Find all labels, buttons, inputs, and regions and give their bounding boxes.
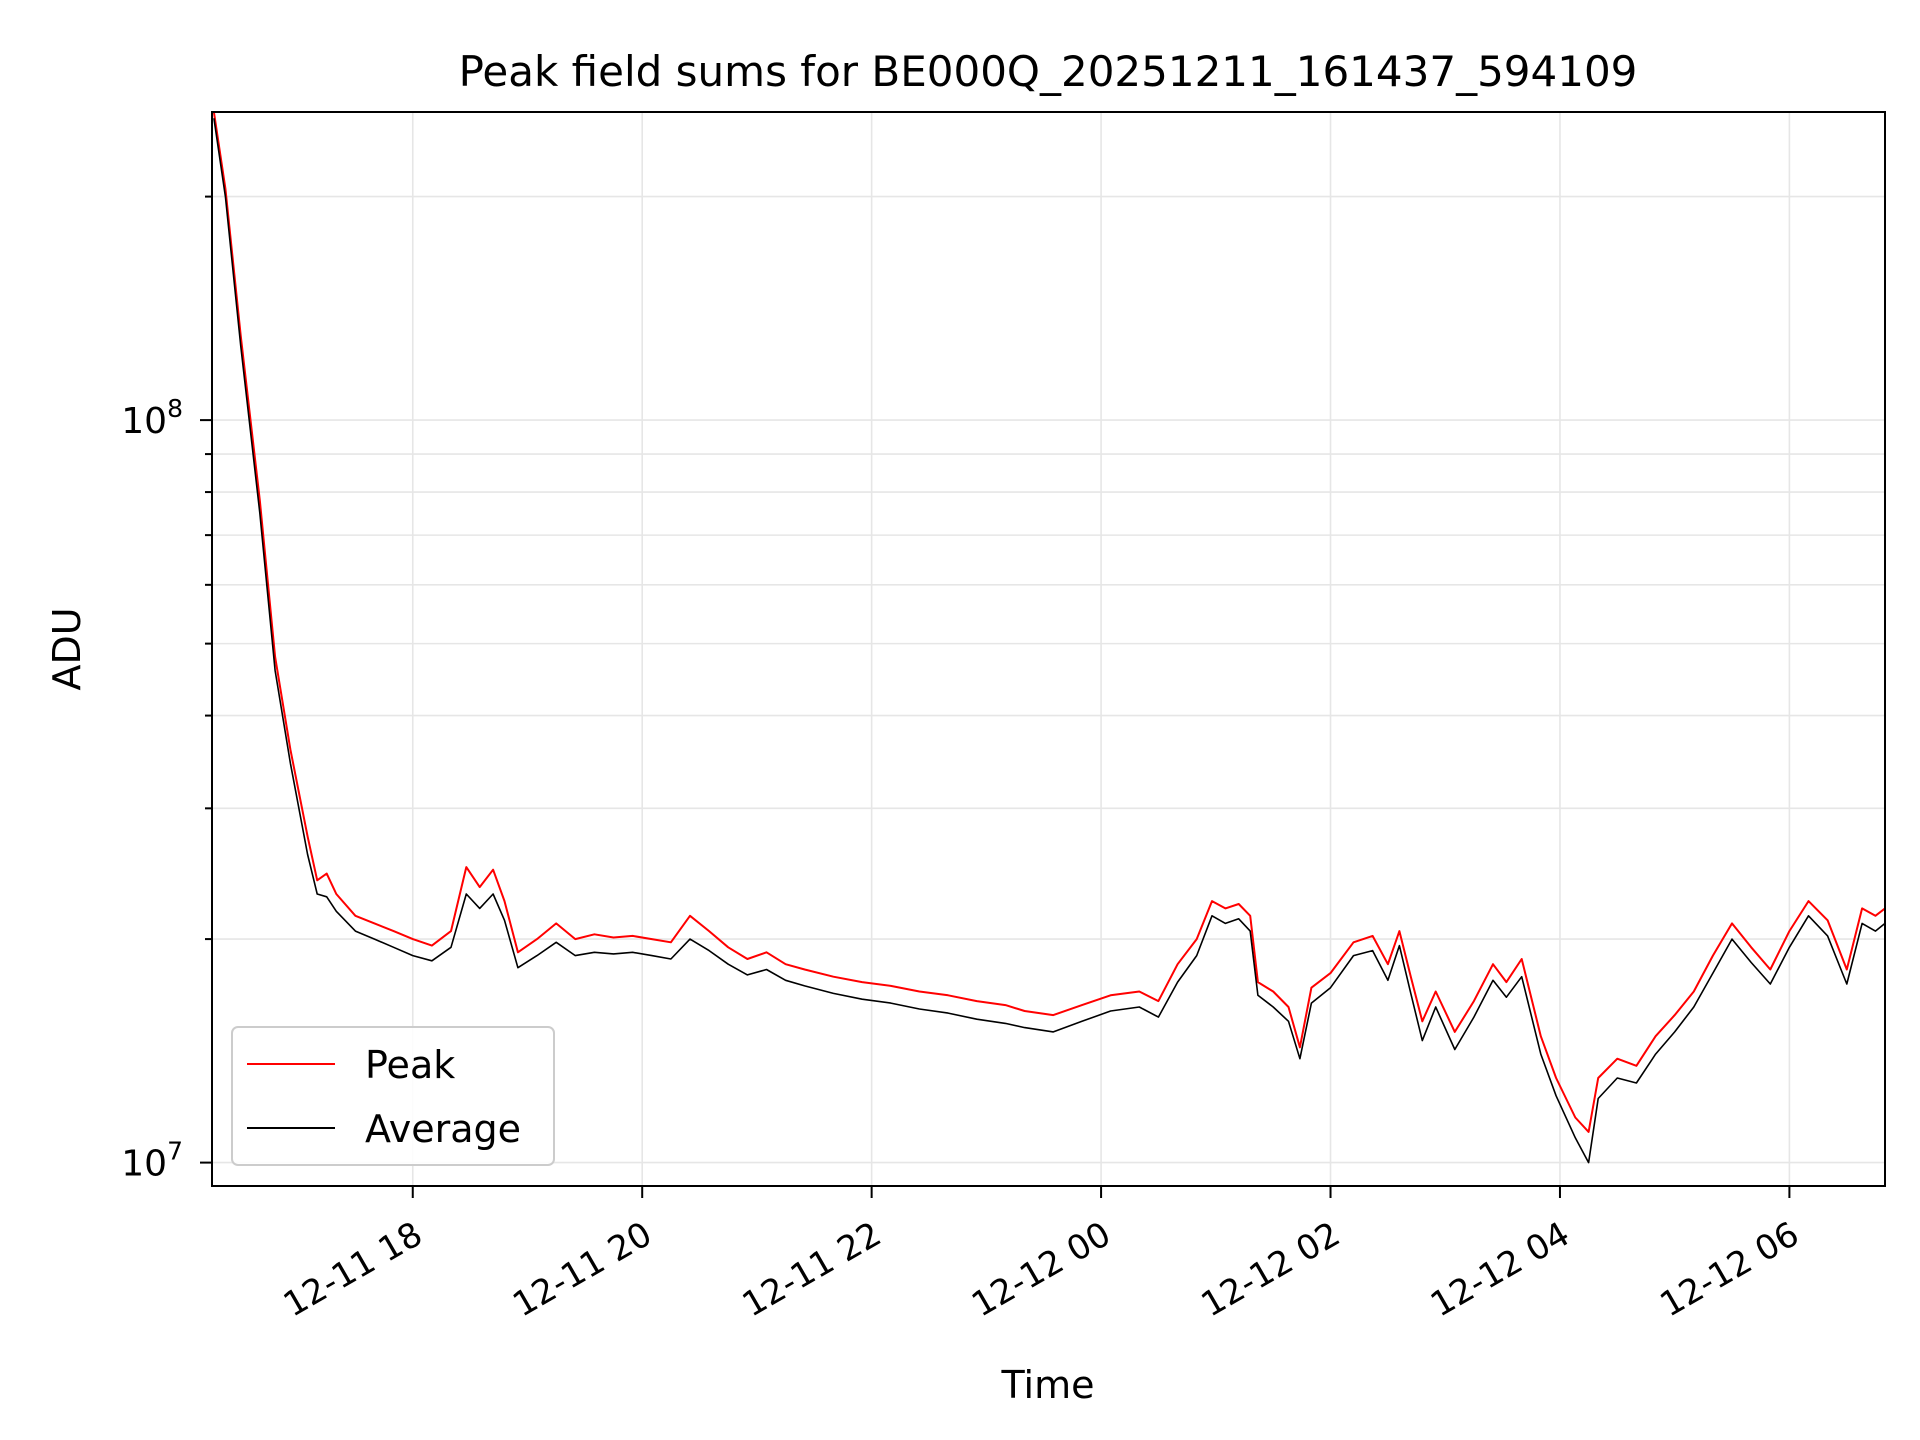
chart-title: Peak field sums for BE000Q_20251211_1614… xyxy=(459,47,1638,96)
y-axis-label: ADU xyxy=(45,607,89,690)
legend-box xyxy=(231,1026,555,1166)
legend-label-peak: Peak xyxy=(365,1043,455,1087)
grid-lines xyxy=(212,112,1885,1186)
series-line-peak xyxy=(212,111,1886,1133)
legend-label-average: Average xyxy=(365,1107,521,1151)
plot-frame xyxy=(211,111,1886,1187)
x-axis-label: Time xyxy=(1001,1363,1095,1407)
series-line-average xyxy=(213,118,1886,1164)
series-lines xyxy=(212,111,1886,1164)
legend: Peak Average xyxy=(231,1026,555,1166)
y-tick-label: 108 xyxy=(121,394,183,442)
y-tick-label: 107 xyxy=(121,1137,183,1185)
